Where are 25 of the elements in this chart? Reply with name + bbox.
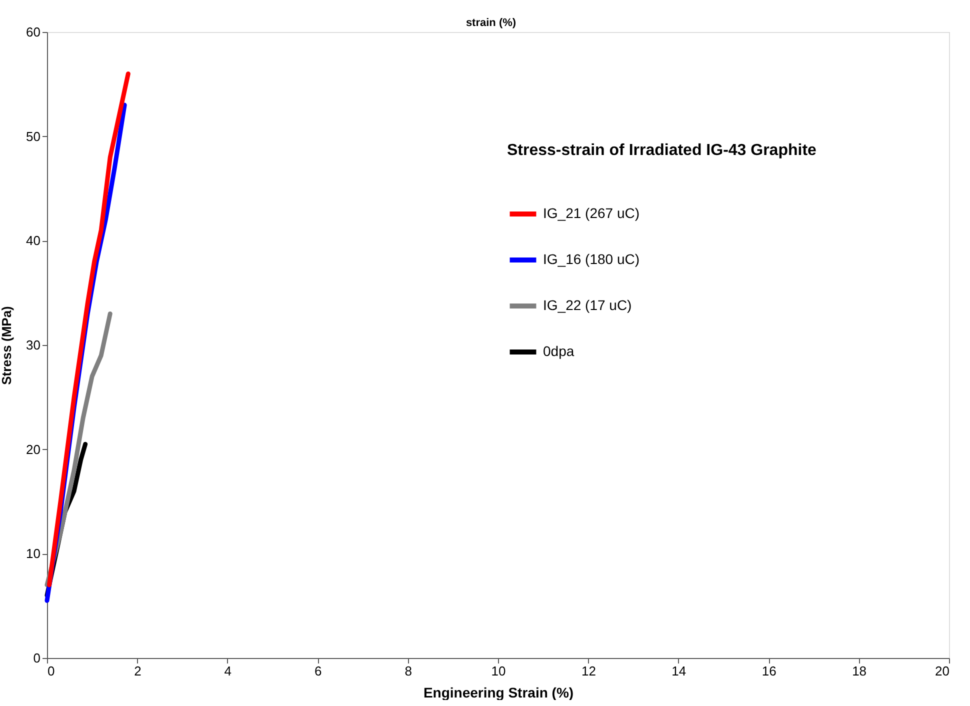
legend-title: Stress-strain of Irradiated IG-43 Graphite bbox=[507, 142, 817, 159]
y-tick-label: 60 bbox=[26, 24, 40, 40]
x-tick-label: 18 bbox=[852, 664, 867, 678]
y-tick-label: 40 bbox=[26, 233, 40, 248]
legend-label: IG_21 (267 uC) bbox=[543, 205, 640, 221]
legend-label: IG_22 (17 uC) bbox=[543, 297, 632, 313]
x-tick-label: 10 bbox=[491, 664, 506, 678]
x-tick-label: 20 bbox=[935, 664, 950, 678]
x-tick-label: 0 bbox=[48, 664, 55, 678]
x-tick-label: 4 bbox=[224, 664, 232, 678]
y-tick-label: 20 bbox=[26, 442, 40, 457]
x-tick-label: 16 bbox=[762, 664, 776, 678]
x-tick-label: 14 bbox=[672, 664, 686, 678]
legend-label: 0dpa bbox=[543, 343, 574, 359]
text: strain (%) bbox=[466, 17, 516, 29]
y-tick-label: 50 bbox=[26, 128, 40, 144]
legend-label: IG_16 (180 uC) bbox=[543, 251, 640, 267]
x-tick-label: 2 bbox=[134, 664, 142, 678]
x-tick-label: 12 bbox=[581, 664, 596, 678]
x-tick-label: 8 bbox=[404, 664, 412, 678]
y-tick-label: 0 bbox=[33, 650, 40, 666]
y-tick-label: 10 bbox=[26, 546, 40, 562]
y-tick-label: 30 bbox=[26, 338, 40, 352]
x-tick-label: 6 bbox=[314, 664, 322, 678]
y-axis-title: Stress (MPa) bbox=[0, 306, 14, 385]
